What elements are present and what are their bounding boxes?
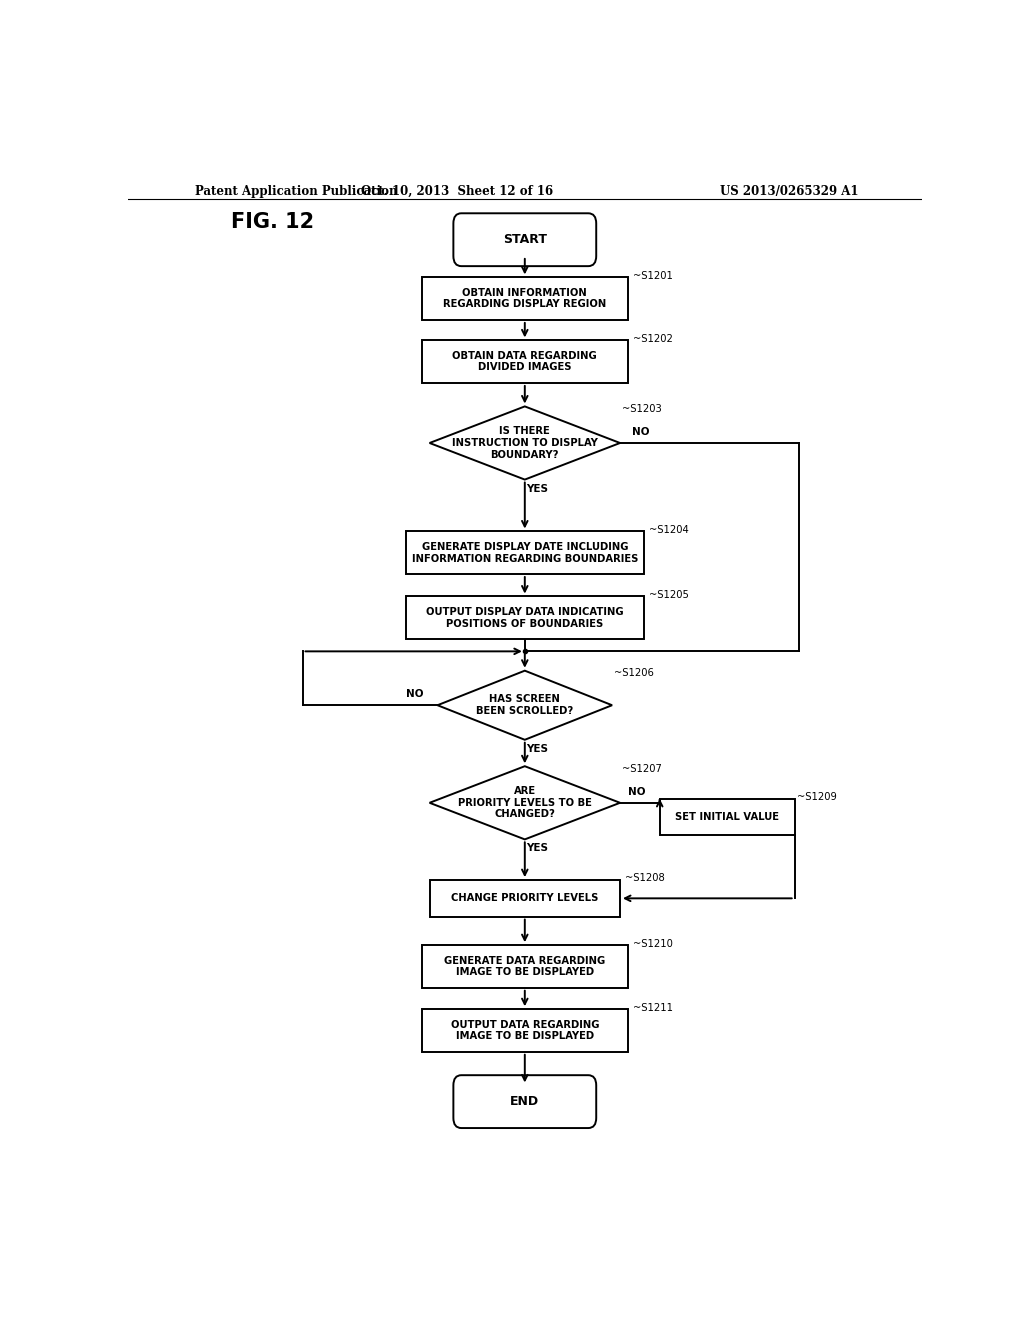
Text: Oct. 10, 2013  Sheet 12 of 16: Oct. 10, 2013 Sheet 12 of 16: [361, 185, 553, 198]
Text: YES: YES: [526, 744, 549, 754]
Text: START: START: [503, 234, 547, 247]
Bar: [422, 1008, 628, 1052]
Text: YES: YES: [526, 843, 549, 854]
Text: NO: NO: [628, 787, 645, 797]
Text: FIG. 12: FIG. 12: [231, 213, 314, 232]
Text: GENERATE DATA REGARDING
IMAGE TO BE DISPLAYED: GENERATE DATA REGARDING IMAGE TO BE DISP…: [444, 956, 605, 977]
Text: ~S1205: ~S1205: [648, 590, 688, 601]
Text: SET INITIAL VALUE: SET INITIAL VALUE: [675, 812, 779, 822]
Bar: [422, 341, 628, 383]
Text: NO: NO: [406, 689, 423, 700]
Text: Patent Application Publication: Patent Application Publication: [196, 185, 398, 198]
Text: YES: YES: [526, 483, 549, 494]
Text: HAS SCREEN
BEEN SCROLLED?: HAS SCREEN BEEN SCROLLED?: [476, 694, 573, 715]
Text: ~S1207: ~S1207: [623, 763, 663, 774]
Text: NO: NO: [632, 426, 649, 437]
FancyBboxPatch shape: [454, 1076, 596, 1129]
Text: ~S1201: ~S1201: [633, 271, 673, 281]
Text: GENERATE DISPLAY DATE INCLUDING
INFORMATION REGARDING BOUNDARIES: GENERATE DISPLAY DATE INCLUDING INFORMAT…: [412, 543, 638, 564]
Text: IS THERE
INSTRUCTION TO DISPLAY
BOUNDARY?: IS THERE INSTRUCTION TO DISPLAY BOUNDARY…: [452, 426, 598, 459]
Bar: [422, 945, 628, 987]
Text: END: END: [510, 1096, 540, 1107]
Polygon shape: [437, 671, 612, 739]
Bar: [659, 799, 795, 836]
Bar: [406, 532, 644, 574]
Text: ~S1206: ~S1206: [614, 668, 654, 677]
Text: ~S1202: ~S1202: [633, 334, 673, 345]
Text: OBTAIN DATA REGARDING
DIVIDED IMAGES: OBTAIN DATA REGARDING DIVIDED IMAGES: [453, 351, 597, 372]
Bar: [430, 880, 621, 916]
Bar: [422, 277, 628, 319]
Polygon shape: [430, 766, 620, 840]
Text: US 2013/0265329 A1: US 2013/0265329 A1: [720, 185, 858, 198]
Text: ~S1204: ~S1204: [648, 525, 688, 535]
Text: OUTPUT DISPLAY DATA INDICATING
POSITIONS OF BOUNDARIES: OUTPUT DISPLAY DATA INDICATING POSITIONS…: [426, 607, 624, 628]
Text: ~S1211: ~S1211: [633, 1003, 673, 1012]
Text: CHANGE PRIORITY LEVELS: CHANGE PRIORITY LEVELS: [452, 894, 598, 903]
Text: ~S1210: ~S1210: [633, 939, 673, 949]
Polygon shape: [430, 407, 620, 479]
Bar: [406, 597, 644, 639]
FancyBboxPatch shape: [454, 214, 596, 267]
Text: ~S1209: ~S1209: [797, 792, 837, 801]
Text: OBTAIN INFORMATION
REGARDING DISPLAY REGION: OBTAIN INFORMATION REGARDING DISPLAY REG…: [443, 288, 606, 309]
Text: ~S1208: ~S1208: [625, 873, 665, 883]
Text: ARE
PRIORITY LEVELS TO BE
CHANGED?: ARE PRIORITY LEVELS TO BE CHANGED?: [458, 787, 592, 820]
Text: OUTPUT DATA REGARDING
IMAGE TO BE DISPLAYED: OUTPUT DATA REGARDING IMAGE TO BE DISPLA…: [451, 1019, 599, 1041]
Text: ~S1203: ~S1203: [623, 404, 663, 413]
